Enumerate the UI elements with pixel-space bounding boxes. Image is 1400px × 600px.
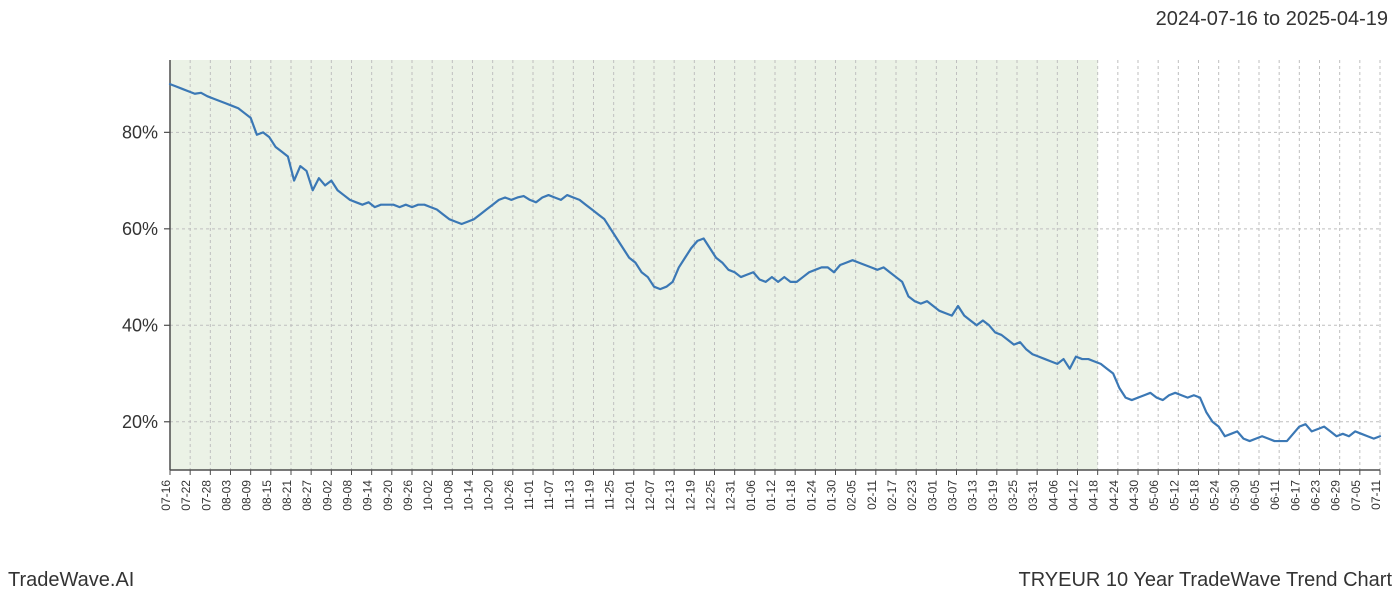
footer-brand: TradeWave.AI — [8, 569, 134, 592]
x-tick-label: 10-14 — [462, 480, 476, 511]
x-tick-label: 02-05 — [845, 480, 859, 511]
footer-title: TRYEUR 10 Year TradeWave Trend Chart — [1018, 569, 1392, 592]
x-tick-label: 10-02 — [421, 480, 435, 511]
x-tick-label: 04-12 — [1067, 480, 1081, 511]
x-tick-label: 07-05 — [1349, 480, 1363, 511]
x-tick-label: 12-07 — [643, 480, 657, 511]
x-tick-label: 12-01 — [623, 480, 637, 511]
x-tick-label: 09-26 — [401, 480, 415, 511]
x-tick-label: 01-06 — [744, 480, 758, 511]
x-tick-label: 11-19 — [583, 480, 597, 510]
y-tick-label: 60% — [122, 219, 158, 239]
x-tick-label: 11-01 — [522, 480, 536, 510]
x-tick-label: 03-13 — [966, 480, 980, 511]
x-tick-label: 09-08 — [341, 480, 355, 511]
x-tick-label: 01-24 — [804, 480, 818, 511]
x-tick-label: 03-31 — [1026, 480, 1040, 511]
x-tick-label: 07-11 — [1369, 480, 1383, 510]
x-tick-label: 07-16 — [159, 480, 173, 511]
x-tick-label: 10-08 — [441, 480, 455, 511]
x-tick-label: 09-20 — [381, 480, 395, 511]
x-tick-label: 09-14 — [361, 480, 375, 511]
x-tick-label: 03-07 — [946, 480, 960, 511]
y-tick-label: 80% — [122, 122, 158, 142]
x-tick-label: 12-25 — [704, 480, 718, 511]
x-tick-label: 12-13 — [663, 480, 677, 511]
x-tick-label: 05-30 — [1228, 480, 1242, 511]
x-tick-label: 03-01 — [925, 480, 939, 511]
x-tick-label: 08-09 — [240, 480, 254, 511]
x-tick-label: 03-25 — [1006, 480, 1020, 511]
x-tick-label: 10-20 — [482, 480, 496, 511]
x-tick-label: 05-06 — [1147, 480, 1161, 511]
x-tick-label: 10-26 — [502, 480, 516, 511]
x-tick-label: 02-17 — [885, 480, 899, 511]
x-tick-label: 04-18 — [1087, 480, 1101, 511]
chart-plot-area: 20% 40% 60% 80% 07-16 07-22 07-28 08-03 08-09 08-… — [0, 40, 1400, 550]
x-tick-label: 02-11 — [865, 480, 879, 510]
x-tick-label: 11-13 — [562, 480, 576, 510]
y-tick-label: 40% — [122, 315, 158, 335]
x-tick-label: 06-05 — [1248, 480, 1262, 511]
x-tick-label: 06-11 — [1268, 480, 1282, 510]
x-tick-label: 06-29 — [1329, 480, 1343, 511]
x-tick-label: 05-24 — [1208, 480, 1222, 511]
x-tick-label: 03-19 — [986, 480, 1000, 511]
chart-container: 2024-07-16 to 2025-04-19 20% 40% 60% 80% 07-… — [0, 0, 1400, 600]
x-tick-label: 11-07 — [542, 480, 556, 510]
x-tick-label: 07-28 — [199, 480, 213, 511]
x-tick-label: 06-17 — [1288, 480, 1302, 511]
x-tick-label: 01-30 — [825, 480, 839, 511]
x-tick-label: 07-22 — [179, 480, 193, 511]
x-tick-label: 01-18 — [784, 480, 798, 511]
x-tick-label: 08-15 — [260, 480, 274, 511]
x-tick-label: 08-21 — [280, 480, 294, 511]
x-tick-label: 12-19 — [683, 480, 697, 511]
x-tick-label: 04-24 — [1107, 480, 1121, 511]
x-tick-label: 01-12 — [764, 480, 778, 511]
x-tick-label: 08-27 — [300, 480, 314, 511]
x-tick-label: 05-12 — [1167, 480, 1181, 511]
x-tick-label: 02-23 — [905, 480, 919, 511]
date-range-label: 2024-07-16 to 2025-04-19 — [1156, 8, 1388, 31]
x-tick-label: 04-30 — [1127, 480, 1141, 511]
x-tick-label: 11-25 — [603, 480, 617, 510]
x-tick-label: 09-02 — [320, 480, 334, 511]
x-tick-label: 04-06 — [1046, 480, 1060, 511]
x-tick-label: 12-31 — [724, 480, 738, 511]
x-tick-label: 05-18 — [1188, 480, 1202, 511]
x-tick-label: 06-23 — [1309, 480, 1323, 511]
x-tick-label: 08-03 — [220, 480, 234, 511]
chart-svg: 20% 40% 60% 80% 07-16 07-22 07-28 08-03 08-09 08-… — [0, 40, 1400, 550]
y-tick-label: 20% — [122, 412, 158, 432]
